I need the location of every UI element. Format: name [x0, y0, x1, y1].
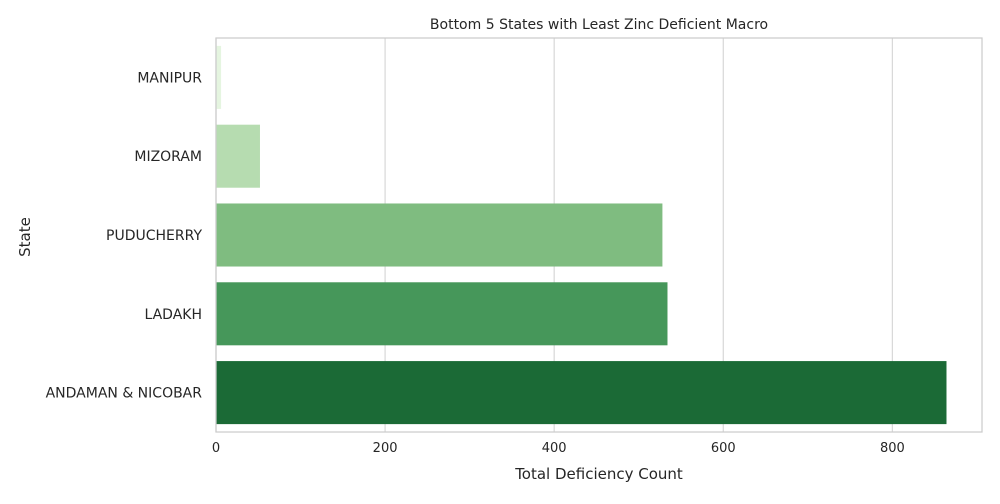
x-tick-label: 0	[212, 441, 220, 456]
y-axis-label: State	[16, 217, 34, 257]
bar-manipur	[216, 45, 222, 109]
bar-puducherry	[216, 203, 663, 267]
x-tick-label: 200	[373, 441, 398, 456]
y-tick-labels: MANIPUR MIZORAM PUDUCHERRY LADAKH ANDAMAN & …	[46, 70, 203, 401]
x-tick-label: 400	[542, 441, 567, 456]
plot-frame	[215, 37, 983, 433]
bar-andaman-nicobar	[216, 361, 947, 425]
x-tick-label: 800	[880, 441, 905, 456]
bar-ladakh	[216, 282, 668, 346]
x-tick-labels: 0 200 400 600 800	[212, 441, 905, 456]
bar-mizoram	[216, 124, 260, 188]
chart-title: Bottom 5 States with Least Zinc Deficien…	[430, 17, 768, 33]
x-axis-label: Total Deficiency Count	[514, 465, 683, 483]
y-tick-label: MIZORAM	[134, 149, 202, 165]
y-tick-label: MANIPUR	[137, 70, 202, 86]
bars	[216, 45, 947, 425]
y-tick-label: ANDAMAN & NICOBAR	[46, 386, 203, 402]
x-tick-label: 600	[711, 441, 736, 456]
y-tick-label: PUDUCHERRY	[106, 228, 202, 244]
y-tick-label: LADAKH	[144, 307, 202, 323]
